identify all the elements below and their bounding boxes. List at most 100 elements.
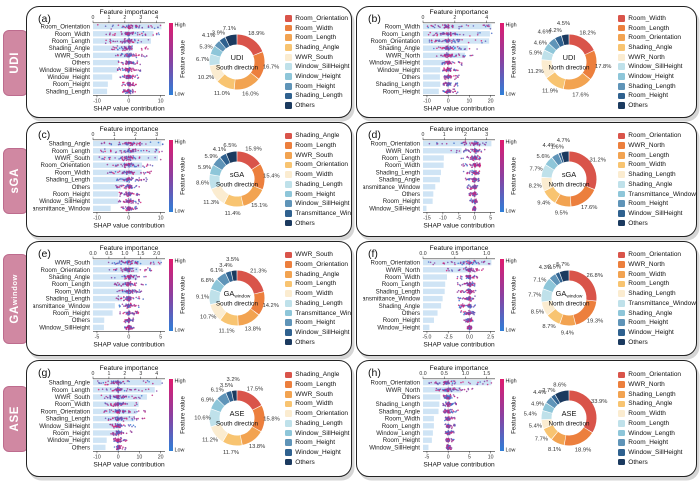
legend-swatch (285, 338, 292, 346)
legend-item: Shading_Length (618, 170, 690, 180)
legend-label: Room_Length (628, 280, 670, 288)
svg-text:13.8%: 13.8% (249, 444, 265, 450)
legend-item: Window_SillHeight (285, 199, 351, 209)
legend-swatch (285, 200, 292, 208)
legend-swatch (285, 44, 292, 51)
svg-text:0.5: 0.5 (105, 251, 112, 257)
legend-item: Shading_Length (285, 299, 351, 309)
legend-item: WWR_North (618, 380, 690, 390)
legend-label: Shading_Length (295, 92, 343, 100)
svg-text:3.9%: 3.9% (212, 30, 225, 36)
legend-label: Shading_Length (628, 171, 676, 179)
legend-label: Room_Height (295, 190, 336, 198)
svg-text:15.1%: 15.1% (251, 203, 267, 209)
legend-item: Shading_Length (618, 289, 690, 299)
legend-label: Window_Length (628, 429, 675, 437)
svg-text:Room_Length: Room_Length (382, 155, 420, 162)
svg-text:21.3%: 21.3% (250, 269, 266, 275)
svg-text:16.7%: 16.7% (263, 64, 279, 70)
legend-swatch (285, 410, 292, 418)
svg-text:Window_SillHeight: Window_SillHeight (39, 324, 90, 331)
svg-text:4.4%: 4.4% (542, 143, 555, 149)
legend-item: Window_Length (618, 428, 690, 438)
legend-item: Window_Height (618, 72, 690, 82)
legend-label: Transmittance_Window (628, 299, 696, 307)
legend-item: Window_SillHeight (285, 428, 351, 438)
shap-beeswarm-plot: Feature importance 0 1 2 3 4 Shading_Angle Room… (33, 363, 168, 474)
donut-legend: Shading_Angle Room_Length WWR_South Room_Or… (285, 131, 351, 228)
legend-label: Room_Length (295, 280, 337, 288)
donut-chart: 26.8% 19.3% 9.4% 8.7% 8.5% 7.7% 7.1% 4.3% 2.5% 5.… (521, 242, 617, 355)
svg-text:Room_Width: Room_Width (55, 169, 90, 176)
legend-item: WWR_North (618, 52, 690, 62)
legend-label: Room_Orientation (628, 34, 682, 42)
svg-text:20: 20 (158, 455, 164, 461)
svg-text:5.9%: 5.9% (198, 165, 211, 171)
legend-item: Room_Length (618, 150, 690, 160)
svg-text:Room_Length: Room_Length (382, 30, 420, 37)
legend-swatch (285, 371, 292, 379)
svg-text:sGA: sGA (562, 170, 576, 179)
svg-text:1: 1 (107, 15, 110, 21)
band-label: GA (8, 305, 21, 324)
legend-swatch (618, 309, 625, 317)
row-band-sga: sGA (3, 148, 28, 214)
legend-label: Others (628, 102, 648, 110)
svg-text:0: 0 (117, 455, 120, 461)
legend-label: Others (295, 219, 315, 227)
svg-text:UDI: UDI (231, 53, 244, 62)
legend-item: Room_Height (618, 318, 690, 328)
svg-text:WWR_South: WWR_South (55, 260, 90, 267)
legend-label: Shading_Angle (295, 270, 340, 278)
svg-text:Others: Others (402, 394, 420, 401)
legend-swatch (285, 400, 292, 408)
legend-label: Window_Height (295, 448, 341, 456)
svg-text:2.5: 2.5 (487, 335, 494, 341)
donut-legend: Room_Orientation WWR_North Room_Width Room_… (618, 250, 696, 347)
svg-text:Transmittance_Window: Transmittance_Window (363, 184, 421, 191)
svg-text:Room_Width: Room_Width (385, 162, 420, 169)
svg-text:0.5: 0.5 (451, 251, 458, 257)
svg-text:4: 4 (485, 15, 488, 21)
svg-text:0: 0 (92, 15, 95, 21)
svg-text:10.2%: 10.2% (198, 74, 214, 80)
panel-letter: (a) (38, 13, 51, 25)
svg-text:Others: Others (402, 310, 420, 317)
svg-text:0.0: 0.0 (466, 335, 473, 341)
svg-text:-10: -10 (423, 98, 431, 104)
svg-text:Room_Height: Room_Height (53, 430, 91, 437)
legend-item: Room_Orientation (285, 14, 351, 24)
svg-text:Feature importance: Feature importance (100, 245, 159, 252)
legend-item: Room_Orientation (285, 409, 351, 419)
panel-h: (h) Feature importance 0.0 0.5 1.0 1.5 Room_O… (356, 360, 697, 477)
donut-chart: 17.5% 15.8% 13.8% 11.7% 11.2% 10.6% 6.9% 6.1% 3.… (189, 362, 285, 475)
svg-text:GAwindow: GAwindow (224, 289, 251, 300)
svg-text:6.8%: 6.8% (201, 278, 214, 284)
svg-text:8.2%: 8.2% (529, 184, 542, 190)
legend-swatch (618, 251, 625, 259)
legend-swatch (618, 381, 625, 388)
svg-text:Feature importance: Feature importance (430, 9, 489, 16)
legend-label: Room_Width (295, 171, 333, 179)
svg-text:High: High (506, 22, 517, 28)
svg-text:-10: -10 (93, 455, 101, 461)
svg-text:Feature value: Feature value (511, 157, 518, 195)
legend-label: Room_Height (295, 319, 336, 327)
svg-text:Low: Low (175, 328, 185, 334)
legend-swatch (285, 219, 292, 227)
legend-swatch (285, 161, 292, 169)
band-label: ASE (8, 406, 21, 432)
svg-text:High: High (506, 259, 517, 265)
svg-text:Window_Height: Window_Height (377, 66, 420, 73)
feature-value-colorbar: High Low Feature value (499, 243, 520, 354)
legend-item: Room_Length (285, 380, 351, 390)
legend-item: Shading_Angle (618, 180, 690, 190)
svg-text:6.7%: 6.7% (196, 57, 209, 63)
svg-text:2: 2 (453, 15, 456, 21)
svg-text:Window_SillHeight: Window_SillHeight (39, 423, 90, 430)
row-band-ase: ASE (3, 386, 28, 452)
svg-text:3.2%: 3.2% (226, 377, 239, 383)
legend-label: Room_Width (628, 14, 666, 22)
svg-text:0: 0 (422, 132, 425, 138)
svg-text:2: 2 (464, 132, 467, 138)
